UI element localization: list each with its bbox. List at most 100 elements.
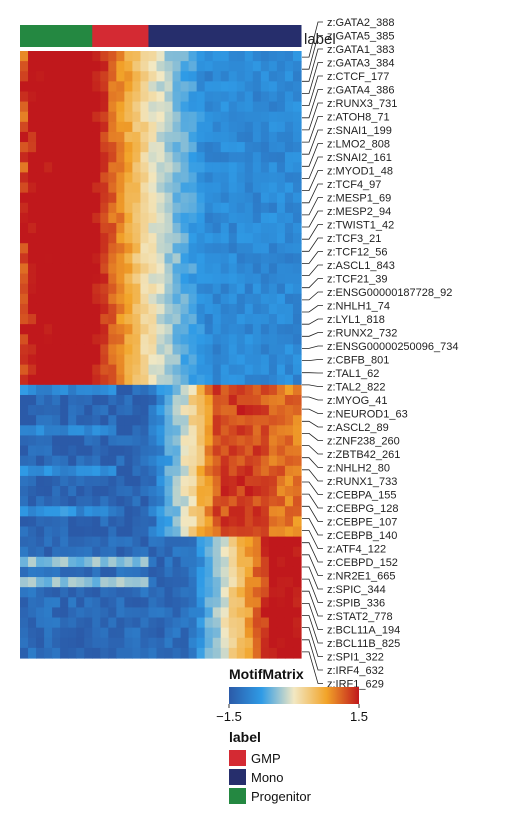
row-label: z:GATA5_385	[327, 31, 394, 43]
heatmap-cell	[76, 465, 85, 477]
heatmap-cell	[100, 647, 109, 659]
heatmap-cell	[28, 384, 37, 396]
heatmap-cell	[180, 465, 190, 477]
heatmap-cell	[252, 354, 262, 366]
heatmap-cell	[132, 172, 142, 184]
heatmap-cell	[84, 364, 93, 376]
heatmap-cell	[220, 283, 230, 295]
heatmap-cell	[196, 405, 206, 416]
heatmap-cell	[68, 273, 77, 285]
heatmap-cell	[100, 637, 109, 649]
heatmap-cell	[148, 647, 158, 659]
heatmap-cell	[116, 637, 125, 649]
heatmap-cell	[268, 121, 278, 133]
heatmap-cell	[252, 243, 262, 254]
heatmap-cell	[84, 384, 93, 396]
heatmap-cell	[132, 283, 142, 295]
heatmap-cell	[28, 152, 37, 163]
heatmap-cell	[148, 455, 158, 467]
heatmap-cell	[244, 546, 254, 558]
heatmap-cell	[292, 283, 302, 295]
heatmap-cell	[268, 354, 278, 366]
heatmap-cell	[172, 131, 182, 143]
heatmap-cell	[228, 566, 238, 578]
heatmap-cell	[196, 314, 206, 325]
heatmap-cell	[268, 162, 278, 173]
heatmap-cell	[108, 536, 117, 548]
heatmap-cell	[116, 536, 125, 548]
heatmap-cell	[172, 152, 182, 163]
heatmap-cell	[84, 293, 93, 305]
heatmap-cell	[204, 617, 214, 629]
heatmap-cell	[172, 303, 182, 315]
heatmap-cell	[268, 293, 278, 305]
heatmap-cell	[148, 61, 158, 72]
heatmap-cell	[188, 91, 198, 103]
heatmap-cell	[180, 101, 190, 113]
heatmap-cell	[292, 212, 302, 224]
heatmap-cell	[180, 364, 190, 376]
heatmap-cell	[148, 475, 158, 487]
heatmap-cell	[292, 354, 302, 366]
heatmap-cell	[52, 152, 61, 163]
heatmap-cell	[196, 101, 206, 113]
heatmap-cell	[164, 617, 174, 629]
heatmap-cell	[292, 607, 302, 619]
heatmap-cell	[292, 425, 302, 437]
heatmap-cell	[292, 121, 302, 133]
heatmap-cell	[52, 587, 61, 598]
heatmap-cell	[116, 293, 125, 305]
heatmap-cell	[188, 344, 198, 356]
heatmap-cell	[140, 546, 150, 558]
heatmap-cell	[140, 101, 150, 113]
heatmap-cell	[100, 283, 109, 295]
heatmap-cell	[84, 647, 93, 659]
heatmap-cell	[76, 101, 85, 113]
heatmap-cell	[220, 111, 230, 123]
heatmap-cell	[100, 486, 109, 497]
heatmap-cell	[284, 647, 294, 659]
heatmap-cell	[132, 61, 142, 72]
heatmap-cell	[44, 465, 53, 477]
heatmap-cell	[60, 597, 69, 609]
heatmap-cell	[60, 172, 69, 184]
heatmap-cell	[260, 566, 270, 578]
heatmap-cell	[44, 192, 53, 204]
heatmap-cell	[244, 394, 254, 406]
heatmap-cell	[252, 647, 262, 659]
heatmap-cell	[260, 91, 270, 103]
heatmap-cell	[292, 627, 302, 639]
heatmap-cell	[204, 253, 214, 265]
row-label: z:TCF21_39	[327, 274, 388, 286]
row-label: z:RUNX1_733	[327, 476, 397, 488]
heatmap-cell	[284, 131, 294, 143]
heatmap-cell	[116, 162, 125, 173]
heatmap-cell	[52, 617, 61, 629]
heatmap-cell	[260, 71, 270, 82]
heatmap-cell	[100, 334, 109, 345]
heatmap-cell	[212, 546, 222, 558]
heatmap-cell	[124, 243, 133, 254]
heatmap-cell	[92, 131, 101, 143]
heatmap-cell	[124, 182, 133, 194]
heatmap-cell	[204, 566, 214, 578]
heatmap-cell	[28, 324, 37, 335]
heatmap-cell	[188, 445, 198, 457]
heatmap-cell	[132, 273, 142, 285]
heatmap-cell	[28, 607, 37, 619]
heatmap-cell	[108, 607, 117, 619]
heatmap-cell	[196, 61, 206, 72]
heatmap-cell	[132, 91, 142, 103]
heatmap-cell	[84, 637, 93, 649]
heatmap-cell	[228, 647, 238, 659]
heatmap-cell	[108, 587, 117, 598]
heatmap-cell	[196, 344, 206, 356]
heatmap-cell	[252, 61, 262, 72]
heatmap-cell	[20, 425, 29, 437]
heatmap-cell	[164, 314, 174, 325]
heatmap-cell	[36, 162, 45, 173]
heatmap-cell	[20, 546, 29, 558]
heatmap-cell	[196, 51, 206, 62]
heatmap-cell	[124, 374, 133, 386]
heatmap-cell	[180, 496, 190, 507]
